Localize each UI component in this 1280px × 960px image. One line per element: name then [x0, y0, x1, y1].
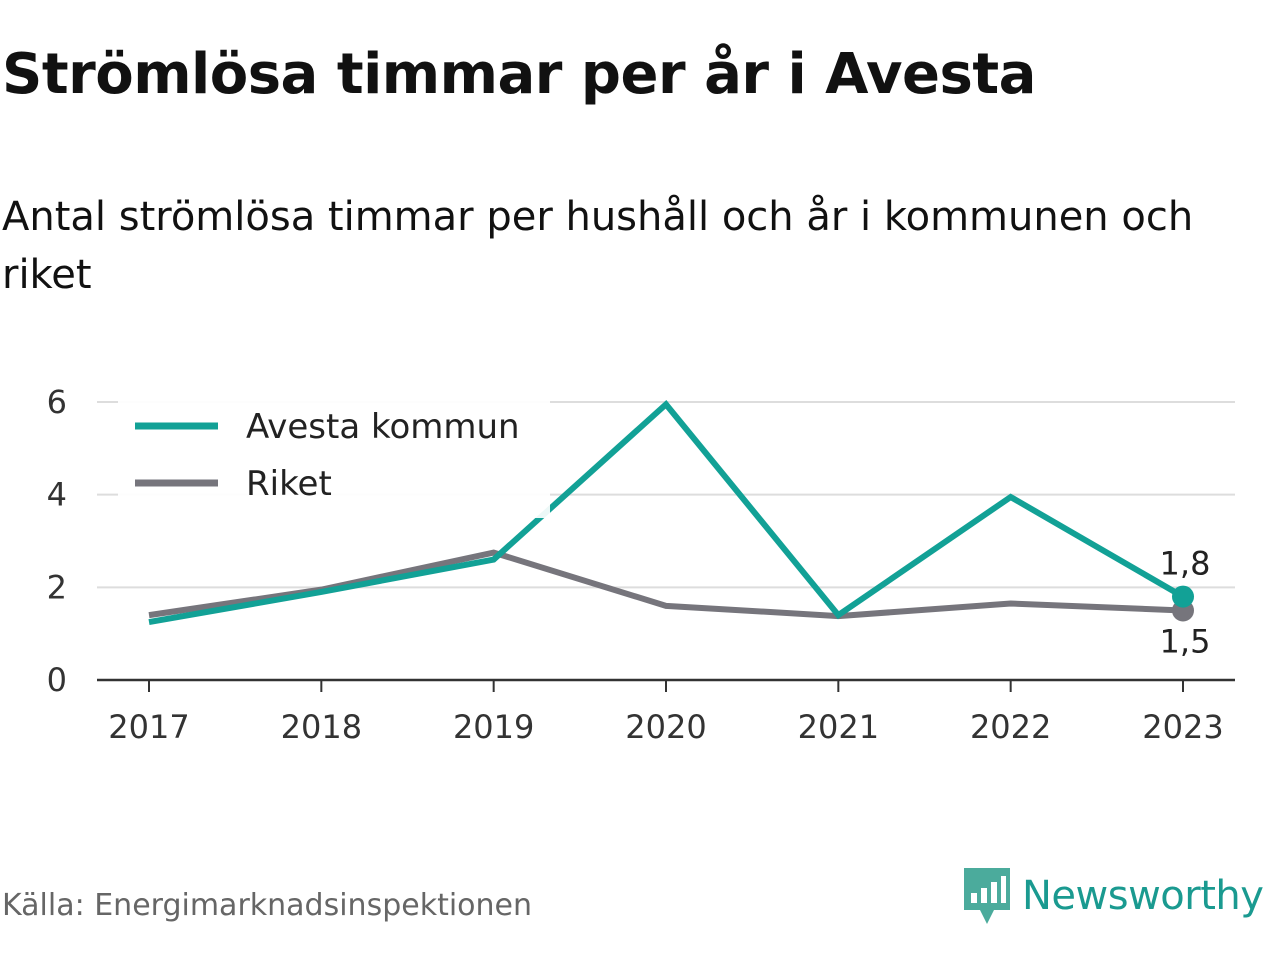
legend-label-avesta-kommun: Avesta kommun	[246, 407, 520, 447]
newsworthy-logo[interactable]: Newsworthy	[962, 864, 1264, 928]
x-tick-label: 2019	[453, 708, 534, 746]
logo-text: Newsworthy	[1022, 873, 1264, 919]
newsworthy-logo-icon	[964, 868, 1010, 924]
end-labels: 1,8 1,5	[1160, 545, 1211, 661]
y-tick-label: 0	[47, 661, 67, 699]
chart-title: Strömlösa timmar per år i Avesta	[2, 42, 1036, 107]
source-note: Källa: Energimarknadsinspektionen	[2, 888, 533, 923]
end-label: 1,5	[1160, 623, 1211, 661]
x-tick-label: 2018	[281, 708, 362, 746]
y-tick-label: 4	[47, 476, 67, 514]
x-tick-label: 2022	[970, 708, 1051, 746]
chart-subtitle: Antal strömlösa timmar per hushåll och å…	[2, 194, 1194, 298]
y-tick-label: 6	[47, 383, 67, 421]
series-lines	[148, 399, 1194, 626]
axes: 0 2 4 6 2017 2018 2019 2020 2021 2022 2023	[47, 383, 1235, 746]
line-chart: 0 2 4 6 2017 2018 2019 2020 2021 2022 2023 Avesta …	[47, 383, 1235, 746]
x-tick-label: 2021	[798, 708, 879, 746]
series-line-riket	[148, 549, 1184, 620]
y-tick-label: 2	[47, 568, 67, 606]
series-end-point-avesta-kommun	[1172, 585, 1194, 608]
end-label: 1,8	[1160, 545, 1211, 583]
x-tick-label: 2023	[1142, 708, 1223, 746]
legend: Avesta kommun Riket	[118, 400, 550, 518]
legend-background	[118, 400, 550, 518]
x-tick-label: 2020	[625, 708, 706, 746]
x-tick-label: 2017	[108, 708, 189, 746]
legend-label-riket: Riket	[246, 464, 332, 504]
